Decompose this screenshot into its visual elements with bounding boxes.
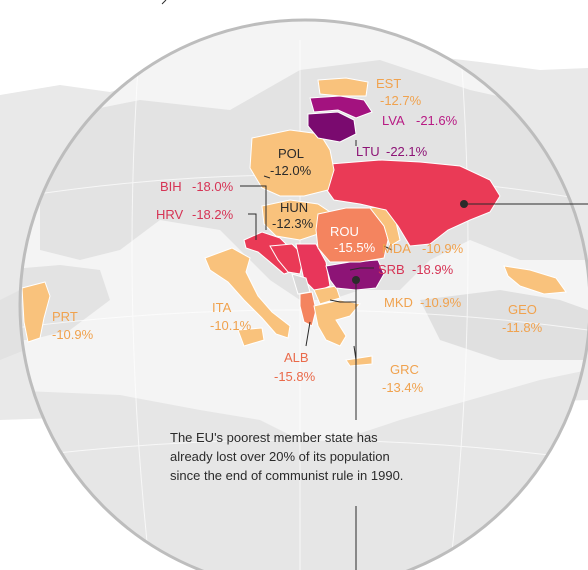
label-hun-code: HUN: [280, 200, 308, 215]
country-alb[interactable]: [299, 291, 317, 327]
country-lva[interactable]: [309, 95, 373, 119]
label-rou-code: ROU: [330, 224, 359, 239]
label-est-value: -12.7%: [380, 93, 422, 108]
note-line-3: since the end of communist rule in 1990.: [170, 468, 404, 483]
label-mda-value: -10.9%: [422, 241, 464, 256]
label-grc-value: -13.4%: [382, 380, 424, 395]
country-prt[interactable]: [21, 281, 51, 343]
label-geo-value: -11.8%: [502, 320, 543, 335]
region-ukraine: [323, 159, 501, 247]
label-bih-value: -18.0%: [192, 179, 234, 194]
label-rou-value: -15.5%: [334, 240, 376, 255]
country-mkd[interactable]: [313, 285, 341, 305]
region-bulgaria: [325, 259, 385, 291]
label-mkd-code: MKD: [384, 295, 413, 310]
label-prt-value: -10.9%: [52, 327, 94, 342]
country-est[interactable]: [317, 77, 369, 97]
label-ltu-code: LTU: [356, 144, 380, 159]
note-line-2: already lost over 20% of its population: [170, 449, 390, 464]
label-ltu-value: -22.1%: [386, 144, 428, 159]
label-alb-value: -15.8%: [274, 369, 316, 384]
note-line-1: The EU's poorest member state has: [170, 430, 378, 445]
country-rou[interactable]: [315, 207, 389, 263]
label-lva-code: LVA: [382, 113, 405, 128]
label-grc-code: GRC: [390, 362, 419, 377]
label-srb-code: SRB: [378, 262, 405, 277]
label-bih-code: BIH: [160, 179, 182, 194]
top-tick: [161, 0, 167, 5]
country-ltu[interactable]: [307, 111, 357, 143]
lens-outline: [18, 18, 588, 570]
label-srb-value: -18.9%: [412, 262, 454, 277]
label-pol-code: POL: [278, 146, 304, 161]
label-lva-value: -21.6%: [416, 113, 458, 128]
romania-callout-note: The EU's poorest member state has alread…: [170, 428, 470, 485]
label-est-code: EST: [376, 76, 401, 91]
leader-lines: [240, 140, 393, 361]
country-labels: EST -12.7% LVA -21.6% LTU -22.1% POL -12…: [52, 76, 543, 395]
country-bih[interactable]: [269, 243, 305, 275]
label-hun-value: -12.3%: [272, 216, 314, 231]
label-hrv-code: HRV: [156, 207, 184, 222]
label-ita-value: -10.1%: [210, 318, 252, 333]
country-ita[interactable]: [204, 247, 291, 347]
label-geo-code: GEO: [508, 302, 537, 317]
label-hrv-value: -18.2%: [192, 207, 234, 222]
label-ita-code: ITA: [212, 300, 232, 315]
label-mda-code: MDA: [382, 241, 411, 256]
label-mkd-value: -10.9%: [420, 295, 462, 310]
label-pol-value: -12.0%: [270, 163, 312, 178]
label-prt-code: PRT: [52, 309, 78, 324]
label-alb-code: ALB: [284, 350, 309, 365]
country-pol[interactable]: [249, 129, 335, 197]
country-geo[interactable]: [503, 265, 567, 295]
romania-marker: [352, 276, 360, 284]
